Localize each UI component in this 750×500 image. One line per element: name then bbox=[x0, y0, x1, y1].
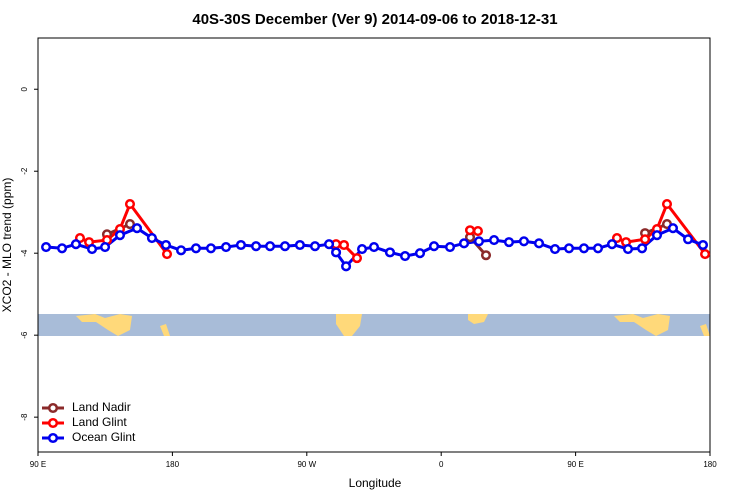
y-tick-label: -8 bbox=[20, 413, 29, 421]
point bbox=[100, 241, 111, 253]
legend-marker bbox=[47, 417, 59, 429]
point bbox=[563, 243, 575, 254]
point bbox=[161, 248, 173, 260]
point bbox=[622, 244, 634, 255]
point bbox=[384, 247, 396, 258]
point bbox=[41, 241, 52, 253]
point bbox=[146, 232, 157, 244]
point bbox=[518, 236, 529, 247]
x-tick-label: 0 bbox=[439, 460, 444, 469]
point bbox=[341, 261, 352, 272]
x-tick-label: 90 E bbox=[567, 460, 583, 469]
point bbox=[131, 223, 143, 234]
point bbox=[176, 245, 187, 256]
point bbox=[324, 239, 335, 250]
point bbox=[503, 237, 515, 248]
point bbox=[56, 243, 68, 254]
point bbox=[651, 230, 663, 241]
point bbox=[220, 241, 232, 253]
point bbox=[70, 239, 81, 250]
point bbox=[444, 241, 456, 253]
point bbox=[428, 241, 440, 252]
point bbox=[533, 238, 545, 249]
point bbox=[400, 251, 411, 262]
point bbox=[205, 243, 216, 254]
point bbox=[592, 243, 604, 254]
point bbox=[265, 241, 276, 252]
point bbox=[331, 247, 342, 258]
chart-title: 40S-30S December (Ver 9) 2014-09-06 to 2… bbox=[192, 11, 557, 28]
point bbox=[87, 244, 98, 255]
point bbox=[414, 248, 426, 259]
plot-frame bbox=[37, 37, 711, 453]
point bbox=[338, 239, 350, 251]
point bbox=[458, 238, 470, 249]
x-axis-label: Longitude bbox=[349, 476, 402, 490]
point bbox=[473, 236, 485, 247]
point bbox=[639, 234, 651, 245]
point bbox=[190, 243, 202, 254]
point bbox=[464, 225, 476, 236]
point bbox=[472, 226, 483, 237]
point bbox=[235, 239, 246, 251]
point bbox=[114, 230, 126, 241]
point bbox=[279, 241, 291, 252]
point bbox=[357, 244, 368, 255]
legend-label: Ocean Glint bbox=[72, 430, 136, 444]
point bbox=[637, 243, 648, 254]
y-tick-label: -2 bbox=[20, 167, 29, 175]
point bbox=[549, 244, 561, 255]
x-tick-label: 90 E bbox=[30, 460, 46, 469]
point bbox=[700, 248, 711, 260]
point bbox=[124, 219, 136, 230]
point bbox=[667, 223, 679, 234]
y-tick-label: -4 bbox=[20, 249, 29, 257]
point bbox=[480, 250, 492, 261]
legend-label: Land Glint bbox=[72, 415, 127, 429]
point bbox=[250, 241, 262, 252]
y-axis-label: XCO2 - MLO trend (ppm) bbox=[0, 178, 14, 313]
point bbox=[351, 253, 363, 264]
y-tick-label: -6 bbox=[20, 331, 29, 339]
point bbox=[611, 232, 623, 244]
point bbox=[160, 239, 172, 251]
legend-label: Land Nadir bbox=[72, 400, 131, 414]
point bbox=[682, 234, 694, 245]
map-strip bbox=[38, 314, 710, 336]
point bbox=[578, 243, 590, 254]
point bbox=[606, 239, 618, 250]
legend-marker bbox=[47, 402, 59, 414]
point bbox=[368, 241, 380, 253]
y-tick-label: 0 bbox=[20, 86, 29, 91]
x-tick-label: 90 W bbox=[297, 460, 316, 469]
point bbox=[489, 235, 500, 246]
point bbox=[124, 198, 136, 210]
series-line bbox=[45, 226, 704, 269]
point bbox=[661, 198, 673, 210]
point bbox=[697, 239, 709, 251]
legend-marker bbox=[47, 432, 59, 444]
x-tick-label: 180 bbox=[703, 460, 717, 469]
point bbox=[309, 241, 321, 252]
point bbox=[294, 239, 305, 251]
x-tick-label: 180 bbox=[166, 460, 180, 469]
